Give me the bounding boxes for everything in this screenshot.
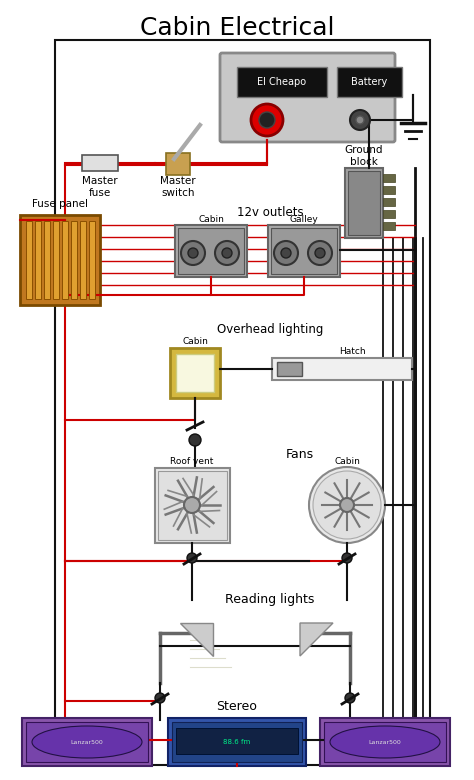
Circle shape bbox=[313, 471, 381, 539]
Text: Stereo: Stereo bbox=[217, 700, 257, 712]
Circle shape bbox=[181, 241, 205, 265]
Bar bbox=[71, 221, 77, 299]
Text: Fuse panel: Fuse panel bbox=[32, 199, 88, 209]
Text: 12v outlets: 12v outlets bbox=[237, 205, 303, 218]
Bar bbox=[277, 362, 302, 376]
Bar bbox=[383, 222, 395, 230]
Text: Fans: Fans bbox=[286, 448, 314, 462]
Text: 88.6 fm: 88.6 fm bbox=[223, 739, 251, 745]
Bar bbox=[26, 722, 148, 762]
Text: Cabin Electrical: Cabin Electrical bbox=[140, 16, 334, 40]
Bar bbox=[383, 198, 395, 206]
Text: Lanzar500: Lanzar500 bbox=[71, 739, 103, 744]
Bar bbox=[20, 215, 100, 305]
Circle shape bbox=[356, 116, 364, 124]
Bar bbox=[348, 171, 380, 235]
Text: switch: switch bbox=[161, 188, 195, 198]
Bar bbox=[26, 221, 32, 299]
Circle shape bbox=[274, 241, 298, 265]
Bar bbox=[175, 225, 247, 277]
Circle shape bbox=[251, 104, 283, 136]
Circle shape bbox=[350, 110, 370, 130]
Circle shape bbox=[155, 693, 165, 703]
Text: Master: Master bbox=[82, 176, 118, 186]
Text: Cabin: Cabin bbox=[182, 338, 208, 346]
Text: Lanzar500: Lanzar500 bbox=[369, 739, 401, 744]
Bar bbox=[35, 221, 41, 299]
Circle shape bbox=[309, 467, 385, 543]
Bar bbox=[176, 728, 298, 754]
Bar bbox=[271, 228, 337, 274]
Text: Hatch: Hatch bbox=[339, 348, 365, 356]
Bar bbox=[80, 221, 86, 299]
Text: Roof vent: Roof vent bbox=[170, 458, 214, 466]
Text: Master: Master bbox=[160, 176, 196, 186]
Bar bbox=[345, 168, 383, 238]
Text: block: block bbox=[350, 157, 378, 167]
Bar bbox=[168, 718, 306, 766]
Circle shape bbox=[259, 112, 275, 128]
Circle shape bbox=[281, 248, 291, 258]
Bar bbox=[383, 174, 395, 182]
Bar bbox=[383, 186, 395, 194]
Circle shape bbox=[342, 553, 352, 563]
Bar bbox=[166, 153, 190, 175]
Bar bbox=[53, 221, 59, 299]
Text: Battery: Battery bbox=[351, 77, 387, 87]
Circle shape bbox=[308, 241, 332, 265]
Circle shape bbox=[215, 241, 239, 265]
Bar bbox=[44, 221, 50, 299]
Bar bbox=[172, 722, 302, 762]
Bar bbox=[178, 228, 244, 274]
FancyBboxPatch shape bbox=[220, 53, 395, 142]
Text: Overhead lighting: Overhead lighting bbox=[217, 324, 323, 336]
Bar bbox=[89, 221, 95, 299]
Text: Galley: Galley bbox=[290, 215, 319, 225]
Bar bbox=[324, 722, 446, 762]
Bar bbox=[268, 225, 340, 277]
Bar bbox=[272, 358, 412, 380]
Circle shape bbox=[187, 553, 197, 563]
Circle shape bbox=[184, 497, 200, 513]
Bar bbox=[176, 354, 214, 392]
Circle shape bbox=[189, 434, 201, 446]
Bar bbox=[320, 718, 450, 766]
Circle shape bbox=[222, 248, 232, 258]
Bar bbox=[237, 67, 327, 97]
Bar bbox=[22, 718, 152, 766]
Bar bbox=[82, 155, 118, 171]
Bar bbox=[383, 210, 395, 218]
Ellipse shape bbox=[330, 726, 440, 758]
Text: El Cheapo: El Cheapo bbox=[257, 77, 307, 87]
Text: Cabin: Cabin bbox=[334, 458, 360, 466]
Polygon shape bbox=[300, 623, 333, 656]
Text: fuse: fuse bbox=[89, 188, 111, 198]
Bar bbox=[62, 221, 68, 299]
Bar bbox=[337, 67, 402, 97]
Ellipse shape bbox=[32, 726, 142, 758]
Bar bbox=[55, 40, 430, 765]
Text: Cabin: Cabin bbox=[198, 215, 224, 225]
Circle shape bbox=[188, 248, 198, 258]
Polygon shape bbox=[180, 623, 213, 656]
Bar bbox=[158, 471, 227, 540]
Text: Ground: Ground bbox=[345, 145, 383, 155]
Circle shape bbox=[340, 498, 354, 512]
Circle shape bbox=[315, 248, 325, 258]
Bar bbox=[170, 348, 220, 398]
Circle shape bbox=[345, 693, 355, 703]
Bar bbox=[155, 468, 230, 543]
Text: Reading lights: Reading lights bbox=[225, 594, 315, 607]
